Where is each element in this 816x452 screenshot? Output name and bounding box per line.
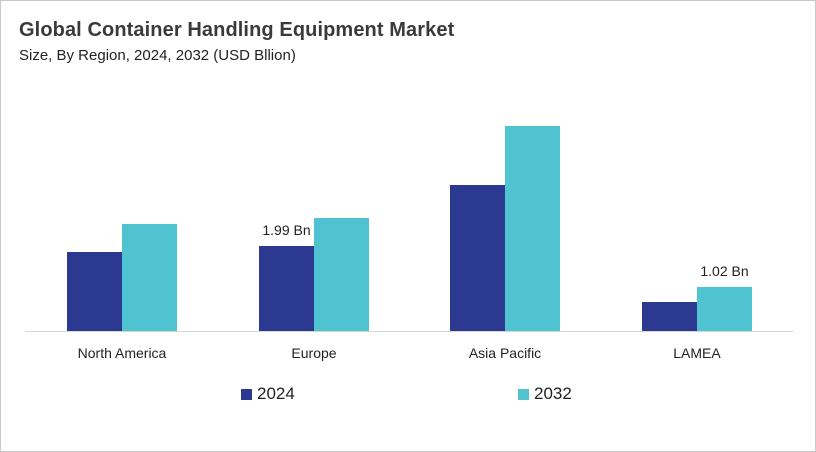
bar-europe-2024 xyxy=(259,246,314,331)
bar-north-america-2024 xyxy=(67,252,122,331)
chart-subtitle: Size, By Region, 2024, 2032 (USD Bllion) xyxy=(19,47,296,64)
chart-title: Global Container Handling Equipment Mark… xyxy=(19,19,455,41)
category-label-lamea: LAMEA xyxy=(673,345,721,361)
category-label-europe: Europe xyxy=(291,345,337,361)
legend-swatch-2032 xyxy=(518,388,529,400)
legend-label-2032: 2032 xyxy=(534,384,572,403)
bar-north-america-2032 xyxy=(122,224,177,331)
legend-label-2024: 2024 xyxy=(257,384,295,403)
category-label-asia-pacific: Asia Pacific xyxy=(468,345,542,361)
bar-asia-pacific-2032 xyxy=(505,126,560,331)
legend-item-2024: 2024 xyxy=(241,384,295,404)
bar-asia-pacific-2024 xyxy=(450,185,505,331)
legend-swatch-2024 xyxy=(241,388,252,400)
legend-item-2032: 2032 xyxy=(518,384,572,404)
bar-lamea-2032 xyxy=(697,287,752,331)
data-label-lamea-2032: 1.02 Bn xyxy=(700,263,749,279)
bar-lamea-2024 xyxy=(642,302,697,331)
bar-europe-2032 xyxy=(314,218,369,331)
data-label-europe-2024: 1.99 Bn xyxy=(262,222,311,238)
category-label-north-america: North America xyxy=(77,345,167,361)
x-axis-line xyxy=(25,331,793,332)
